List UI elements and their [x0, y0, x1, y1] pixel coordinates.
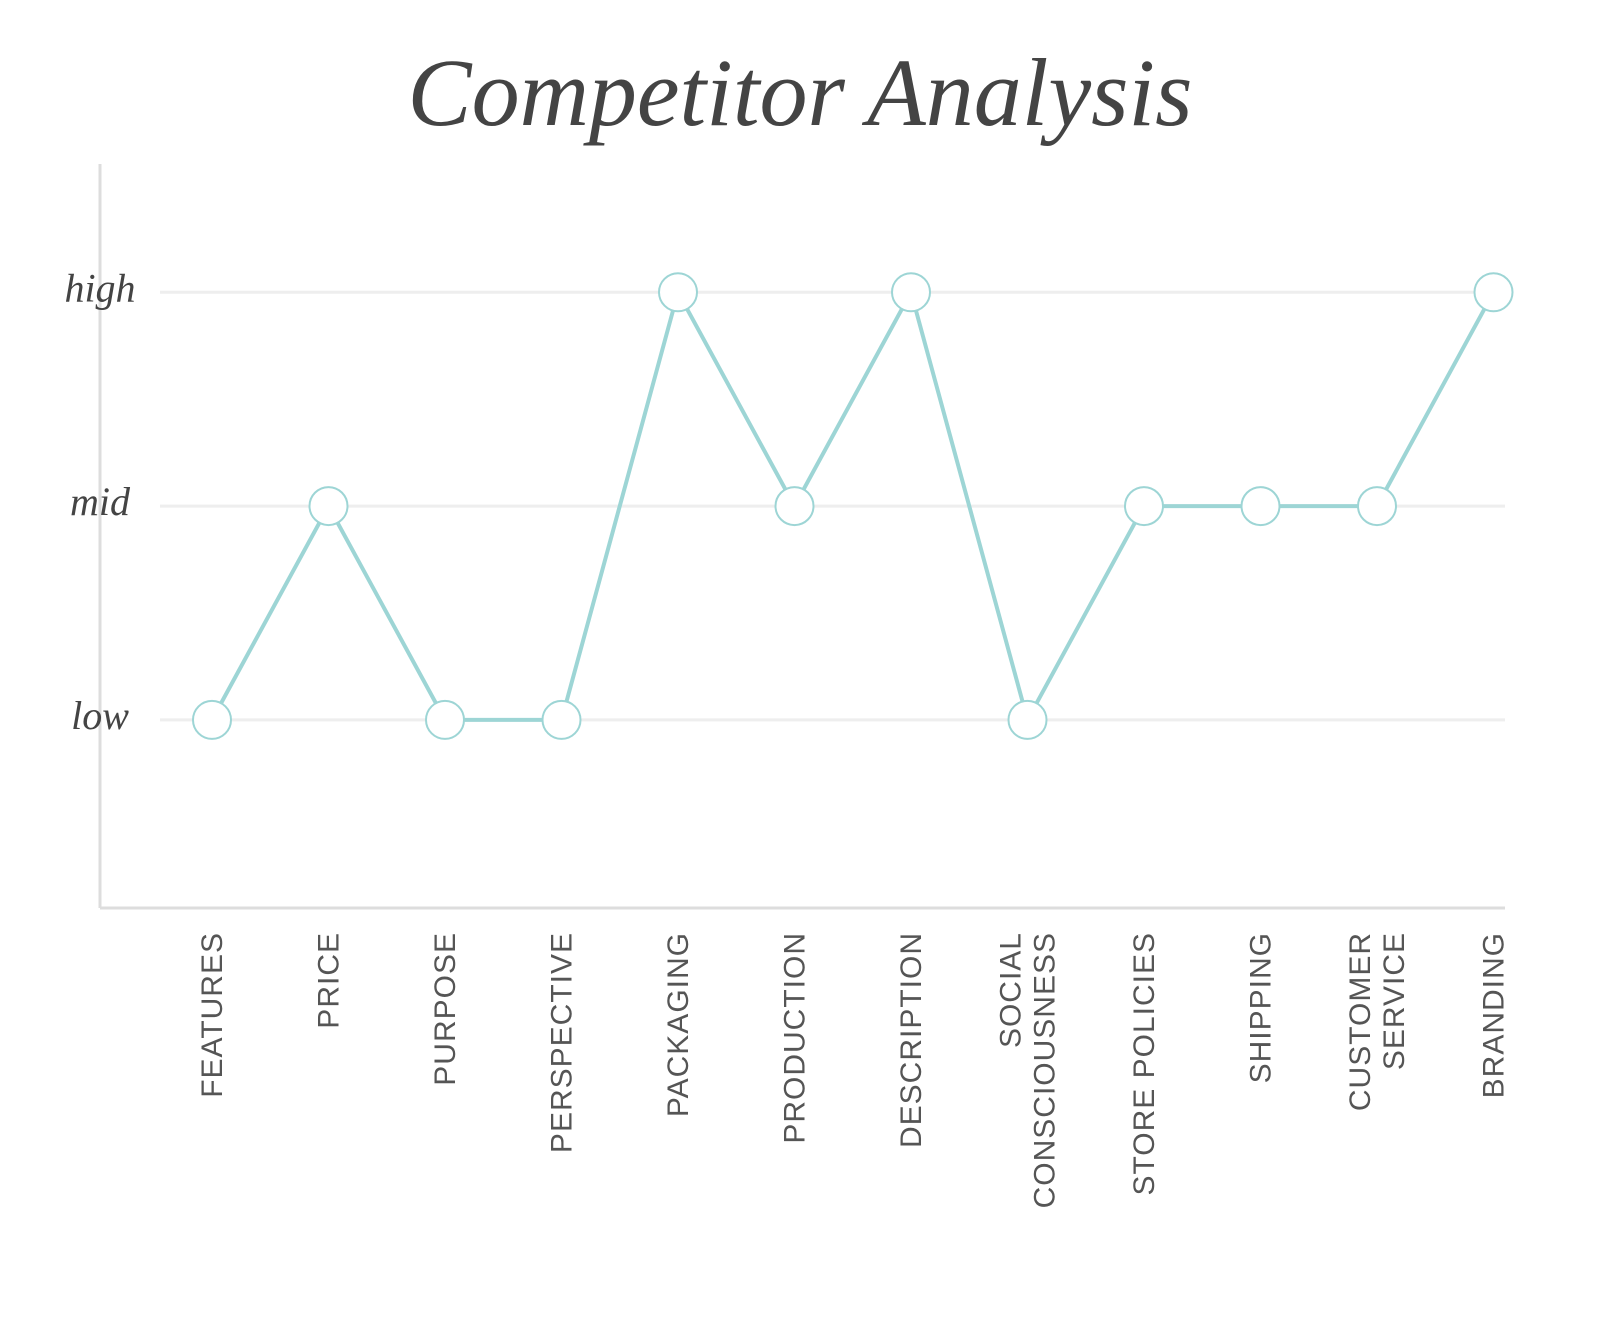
point-marker [1357, 486, 1397, 527]
y-tick-label: mid [70, 479, 131, 524]
x-tick-label: PACKAGING [662, 932, 695, 1117]
point-marker [308, 486, 349, 527]
y-tick-label: low [71, 693, 129, 738]
x-tick-label: STORE POLICIES [1128, 932, 1161, 1196]
point-marker [658, 272, 698, 313]
x-tick-label: FEATURES [196, 932, 229, 1098]
point-marker [541, 699, 582, 740]
point-marker [1240, 486, 1281, 527]
x-tick-label: PRICE [313, 932, 346, 1029]
point-marker [774, 486, 815, 527]
point-marker [1007, 699, 1048, 740]
x-tick-label: SHIPPING [1245, 932, 1278, 1083]
x-tick-label: SOCIALCONSCIOUSNESS [995, 932, 1062, 1208]
chart-title: Competitor Analysis [408, 39, 1193, 146]
point-marker [425, 699, 465, 740]
x-tick-label: PERSPECTIVE [546, 932, 579, 1153]
x-tick-label: CUSTOMERSERVICE [1344, 932, 1411, 1111]
x-tick-label: PRODUCTION [779, 932, 812, 1144]
point-marker [891, 272, 931, 313]
y-tick-label: high [64, 265, 135, 310]
x-tick-label: BRANDING [1478, 932, 1511, 1098]
x-tick-label: PURPOSE [429, 932, 462, 1086]
x-tick-label: DESCRIPTION [895, 932, 928, 1148]
point-marker [192, 699, 232, 740]
point-marker [1473, 272, 1514, 313]
point-marker [1124, 486, 1164, 527]
